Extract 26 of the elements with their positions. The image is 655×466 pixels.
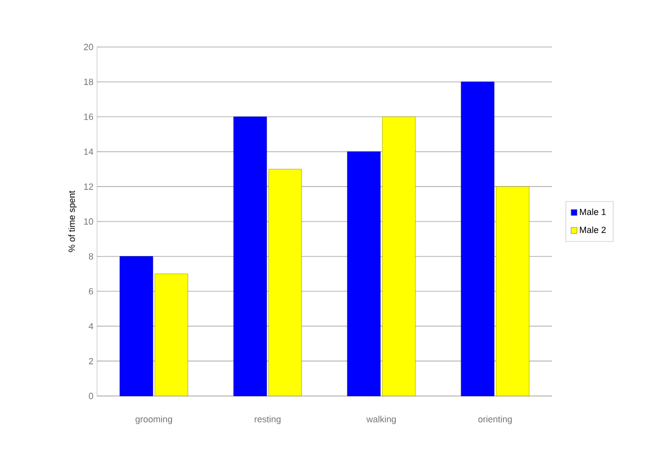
y-tick-label: 18 <box>84 78 94 86</box>
legend-label: Male 1 <box>580 208 606 216</box>
y-tick-label: 10 <box>84 218 94 225</box>
bar <box>120 256 154 396</box>
bar <box>233 116 267 396</box>
y-tick-label: 12 <box>84 183 94 190</box>
y-axis-title: % of time spent <box>68 190 77 252</box>
y-tick-label: 0 <box>88 392 94 400</box>
legend-label: Male 2 <box>580 226 606 234</box>
y-tick-label: 14 <box>84 148 94 155</box>
y-tick-label: 16 <box>84 114 94 120</box>
x-tick-label: walking <box>366 416 396 424</box>
y-tick-label: 20 <box>84 44 94 50</box>
y-tick-label: 2 <box>88 358 94 364</box>
y-tick-label: 8 <box>88 253 94 260</box>
x-tick-label: resting <box>254 416 281 424</box>
bar <box>496 186 530 396</box>
y-tick-label: 6 <box>88 288 94 294</box>
y-tick-label: 4 <box>88 323 94 330</box>
bar <box>382 116 416 396</box>
bar <box>460 82 494 396</box>
bar <box>268 168 302 396</box>
bar <box>347 151 381 396</box>
x-tick-label: orienting <box>478 416 512 424</box>
x-tick-label: grooming <box>136 416 172 424</box>
bar <box>154 274 188 396</box>
